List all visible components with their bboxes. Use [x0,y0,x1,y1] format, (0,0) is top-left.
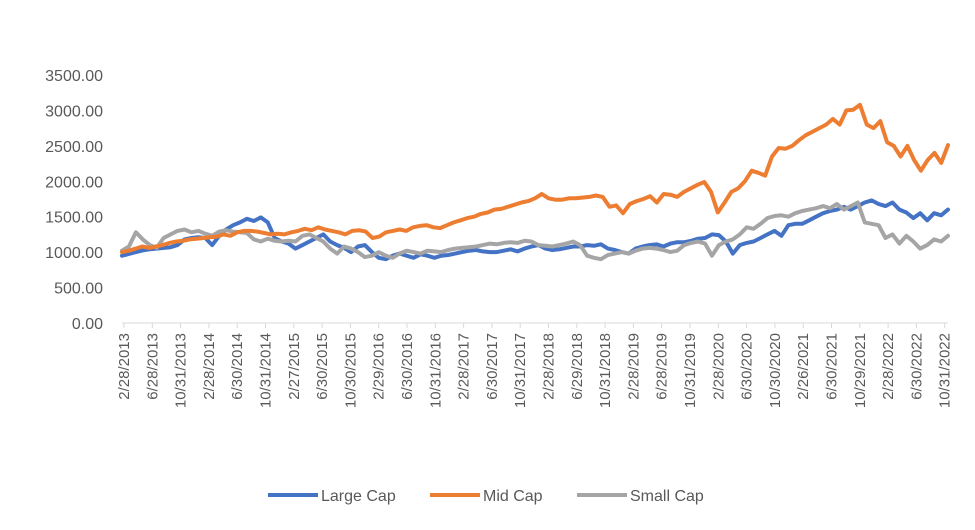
series-layer [120,102,950,262]
x-tick-label: 10/31/2018 [597,333,614,408]
x-tick-label: 6/30/2014 [229,333,246,400]
legend-label-small-cap: Small Cap [630,488,704,505]
x-tick-label: 10/31/2017 [512,333,529,408]
series-line-mid-cap [120,102,950,255]
x-tick-label: 6/30/2020 [739,333,756,400]
y-tick-label: 1000.00 [45,245,103,262]
y-tick-label: 3500.00 [45,68,103,85]
series-line-large-cap [120,198,950,262]
x-tick-label: 10/31/2013 [173,333,190,408]
y-tick-label: 1500.00 [45,210,103,227]
x-tick-label: 2/28/2014 [201,333,218,400]
x-axis: 2/28/2013 6/28/2013 10/31/2013 2/28/2014 6/3… [116,322,954,408]
x-tick-label: 2/28/2022 [880,333,897,400]
x-tick-label: 2/29/2016 [371,333,388,400]
x-tick-label: 6/30/2015 [314,333,331,400]
y-tick-label: 0.00 [72,316,103,333]
x-tick-label: 2/28/2020 [710,333,727,400]
x-tick-label: 10/31/2014 [258,333,275,408]
x-tick-label: 2/28/2017 [456,333,473,400]
y-axis: 0.00 500.00 1000.00 1500.00 2000.00 2500.00 30… [45,68,103,333]
x-tick-label: 10/30/2015 [342,333,359,408]
x-tick-label: 6/28/2013 [144,333,161,400]
x-tick-label: 6/30/2017 [484,333,501,400]
legend-label-mid-cap: Mid Cap [483,488,543,505]
x-tick-label: 6/29/2018 [569,333,586,400]
y-tick-label: 500.00 [54,281,103,298]
x-tick-label: 6/30/2022 [908,333,925,400]
x-tick-label: 10/31/2022 [937,333,954,408]
y-tick-label: 3000.00 [45,103,103,120]
x-tick-label: 2/28/2018 [541,333,558,400]
y-tick-label: 2500.00 [45,139,103,156]
x-tick-label: 10/29/2021 [852,333,869,408]
y-tick-label: 2000.00 [45,174,103,191]
series-line-small-cap [120,200,950,262]
x-tick-label: 6/28/2019 [654,333,671,400]
x-tick-label: 2/28/2019 [625,333,642,400]
x-tick-label: 2/28/2013 [116,333,133,400]
legend-label-large-cap: Large Cap [321,488,396,505]
x-tick-label: 10/30/2020 [767,333,784,408]
x-tick-label: 10/31/2016 [427,333,444,408]
x-tick-label: 6/30/2016 [399,333,416,400]
x-tick-label: 6/30/2021 [824,333,841,400]
x-tick-label: 2/27/2015 [286,333,303,400]
x-tick-label: 2/26/2021 [795,333,812,400]
legend: Large Cap Mid Cap Small Cap [268,488,704,505]
x-tick-label: 10/31/2019 [682,333,699,408]
